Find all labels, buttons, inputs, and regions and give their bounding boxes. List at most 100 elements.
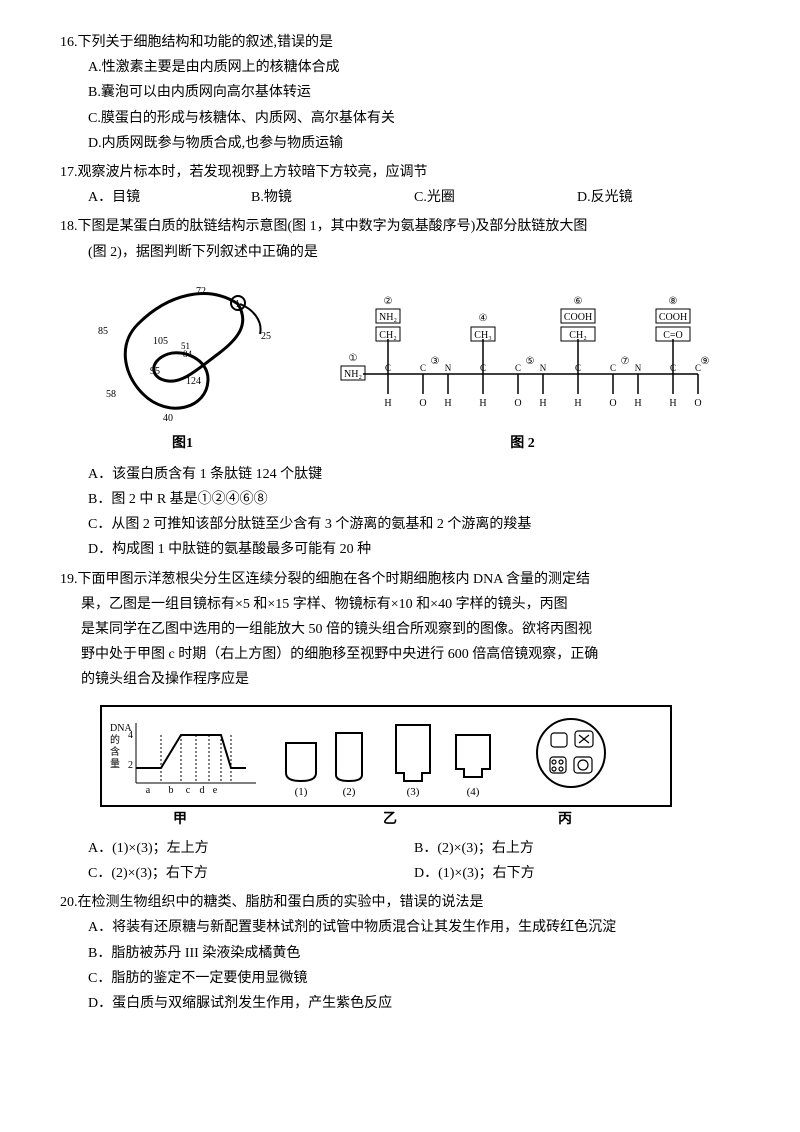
q18-opt-d: D．构成图 1 中肽链的氨基酸最多可能有 20 种	[88, 537, 740, 562]
svg-text:a: a	[146, 785, 151, 796]
q19-stem5: 的镜头组合及操作程序应是	[60, 667, 740, 692]
svg-text:COOH: COOH	[658, 312, 686, 323]
q18-opt-a: A．该蛋白质含有 1 条肽链 124 个肽键	[88, 462, 740, 487]
svg-text:(3): (3)	[407, 786, 420, 798]
svg-text:③: ③	[430, 356, 439, 367]
svg-text:H: H	[384, 398, 391, 409]
svg-text:O: O	[694, 398, 701, 409]
q16-stem: 16.下列关于细胞结构和功能的叙述,错误的是	[60, 30, 740, 55]
q18-fig2-label: 图 2	[333, 431, 713, 456]
svg-text:H: H	[479, 398, 486, 409]
svg-text:CH₂: CH₂	[379, 330, 396, 341]
svg-text:H: H	[669, 398, 676, 409]
q20-options: A．将装有还原糖与新配置斐林试剂的试管中物质混合让其发生作用，生成砖红色沉淀 B…	[60, 915, 740, 1016]
svg-text:2: 2	[128, 760, 133, 771]
q19-stem1: 19.下面甲图示洋葱根尖分生区连续分裂的细胞在各个时期细胞核内 DNA 含量的测…	[60, 567, 740, 592]
question-17: 17.观察波片标本时，若发现视野上方较暗下方较亮，应调节 A．目镜 B.物镜 C…	[60, 160, 740, 210]
svg-text:N: N	[634, 363, 641, 373]
q19-chart-yi: (1) (2) (3) (4)	[266, 713, 526, 799]
svg-text:C: C	[669, 363, 675, 373]
svg-text:85: 85	[98, 326, 108, 337]
svg-text:40: 40	[163, 413, 173, 424]
q20-stem: 20.在检测生物组织中的糖类、脂肪和蛋白质的实验中，错误的说法是	[60, 890, 740, 915]
svg-text:C: C	[514, 363, 520, 373]
question-18: 18.下图是某蛋白质的肽链结构示意图(图 1，其中数字为氨基酸序号)及部分肽链放…	[60, 214, 740, 562]
svg-text:H: H	[574, 398, 581, 409]
svg-text:C=O: C=O	[663, 330, 683, 341]
svg-text:C: C	[419, 363, 425, 373]
q19-options-row1: A．(1)×(3)；左上方 B．(2)×(3)；右上方	[60, 836, 740, 861]
svg-text:O: O	[514, 398, 521, 409]
q18-fig1-label: 图1	[88, 431, 278, 456]
q17-opt-b: B.物镜	[251, 185, 414, 210]
svg-text:58: 58	[106, 389, 116, 400]
svg-text:⑦: ⑦	[620, 356, 629, 367]
q19-label-yi: 乙	[260, 807, 520, 832]
q19-label-jia: 甲	[100, 807, 260, 832]
svg-text:N: N	[444, 363, 451, 373]
svg-text:②: ②	[383, 296, 392, 307]
svg-text:(1): (1)	[295, 786, 308, 798]
svg-text:c: c	[186, 785, 191, 796]
q19-figures: DNA 的 含 量 4 2 a b	[100, 705, 740, 832]
svg-text:4: 4	[128, 730, 133, 741]
svg-text:⑥: ⑥	[573, 296, 582, 307]
q16-opt-d: D.内质网既参与物质合成,也参与物质运输	[88, 131, 740, 156]
q19-stem2: 果，乙图是一组目镜标有×5 和×15 字样、物镜标有×10 和×40 字样的镜头…	[60, 592, 740, 617]
q18-options: A．该蛋白质含有 1 条肽链 124 个肽键 B．图 2 中 R 基是①②④⑥⑧…	[60, 462, 740, 563]
q17-stem: 17.观察波片标本时，若发现视野上方较暗下方较亮，应调节	[60, 160, 740, 185]
q17-opt-c: C.光圈	[414, 185, 577, 210]
svg-text:①: ①	[348, 353, 357, 364]
svg-text:95: 95	[150, 366, 160, 377]
q19-label-bing: 丙	[520, 807, 610, 832]
q18-figure2: NH₂ NH₂ CH₂ CH₃ COOH CH₂ COOH C=O H O H …	[333, 279, 713, 456]
svg-text:51: 51	[181, 341, 190, 351]
svg-text:COOH: COOH	[563, 312, 591, 323]
svg-text:C: C	[384, 363, 390, 373]
svg-text:C: C	[609, 363, 615, 373]
svg-text:1: 1	[235, 299, 240, 310]
svg-text:72: 72	[196, 286, 206, 297]
question-16: 16.下列关于细胞结构和功能的叙述,错误的是 A.性激素主要是由内质网上的核糖体…	[60, 30, 740, 156]
svg-text:H: H	[444, 398, 451, 409]
q16-options: A.性激素主要是由内质网上的核糖体合成 B.囊泡可以由内质网向高尔基体转运 C.…	[60, 55, 740, 156]
q17-options: A．目镜 B.物镜 C.光圈 D.反光镜	[60, 185, 740, 210]
svg-text:H: H	[539, 398, 546, 409]
svg-text:NH₂: NH₂	[379, 312, 397, 323]
q20-opt-d: D．蛋白质与双缩脲试剂发生作用，产生紫色反应	[88, 991, 740, 1016]
svg-text:O: O	[609, 398, 616, 409]
svg-text:N: N	[539, 363, 546, 373]
svg-text:CH₃: CH₃	[474, 330, 491, 341]
svg-text:(4): (4)	[467, 786, 480, 798]
q16-opt-b: B.囊泡可以由内质网向高尔基体转运	[88, 80, 740, 105]
q18-opt-b: B．图 2 中 R 基是①②④⑥⑧	[88, 487, 740, 512]
q18-opt-c: C．从图 2 可推知该部分肽链至少含有 3 个游离的氨基和 2 个游离的羧基	[88, 512, 740, 537]
q19-opt-c: C．(2)×(3)；右下方	[88, 861, 414, 886]
q19-stem4: 野中处于甲图 c 时期（右上方图）的细胞移至视野中央进行 600 倍高倍镜观察，…	[60, 642, 740, 667]
svg-text:的: 的	[110, 733, 120, 746]
svg-text:⑧: ⑧	[668, 296, 677, 307]
q18-stem1: 18.下图是某蛋白质的肽链结构示意图(图 1，其中数字为氨基酸序号)及部分肽链放…	[60, 214, 740, 239]
svg-text:⑤: ⑤	[525, 356, 534, 367]
svg-text:d: d	[200, 785, 205, 796]
svg-text:量: 量	[110, 758, 120, 770]
q19-options-row2: C．(2)×(3)；右下方 D．(1)×(3)；右下方	[60, 861, 740, 886]
q18-stem2: (图 2)，据图判断下列叙述中正确的是	[60, 240, 740, 265]
q19-chart-jia: DNA 的 含 量 4 2 a b	[106, 713, 266, 799]
svg-text:H: H	[634, 398, 641, 409]
q19-opt-d: D．(1)×(3)；右下方	[414, 861, 740, 886]
q20-opt-b: B．脂肪被苏丹 III 染液染成橘黄色	[88, 941, 740, 966]
svg-text:C: C	[479, 363, 485, 373]
question-19: 19.下面甲图示洋葱根尖分生区连续分裂的细胞在各个时期细胞核内 DNA 含量的测…	[60, 567, 740, 887]
q18-figure1: 1 25 72 85 105 84 51 95 124 58 40 图1	[88, 279, 278, 456]
svg-text:NH₂: NH₂	[344, 369, 362, 380]
q19-opt-a: A．(1)×(3)；左上方	[88, 836, 414, 861]
svg-text:⑨: ⑨	[700, 356, 709, 367]
q19-opt-b: B．(2)×(3)；右上方	[414, 836, 740, 861]
svg-text:25: 25	[261, 331, 271, 342]
q17-opt-a: A．目镜	[88, 185, 251, 210]
svg-text:105: 105	[153, 336, 168, 347]
svg-text:C: C	[574, 363, 580, 373]
svg-text:(2): (2)	[343, 786, 356, 798]
q19-chart-bing	[526, 713, 616, 799]
